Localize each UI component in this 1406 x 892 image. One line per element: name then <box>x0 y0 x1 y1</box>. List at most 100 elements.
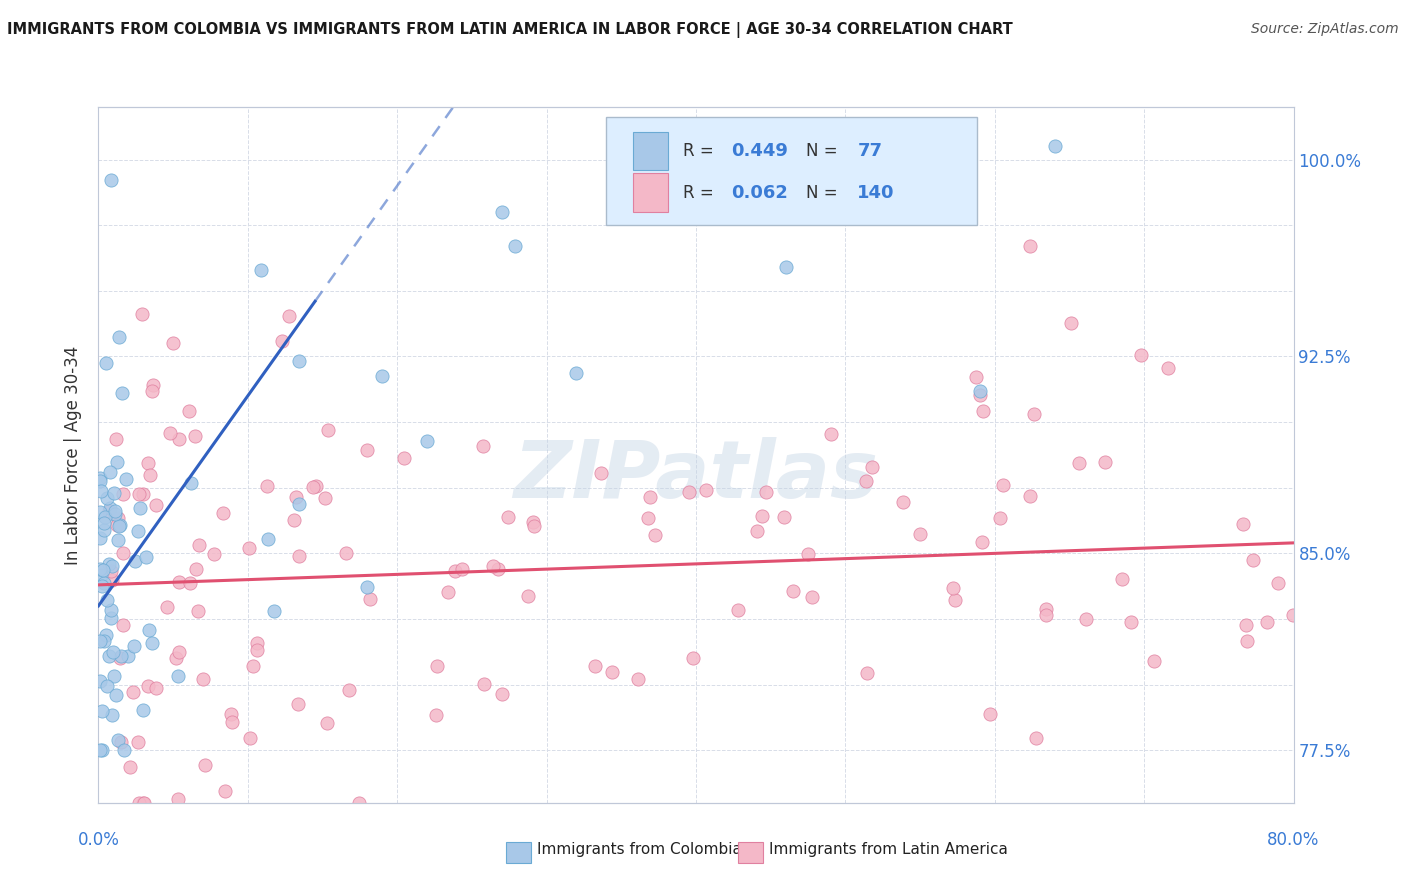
Point <box>104 432 127 446</box>
Point <box>93 633 115 648</box>
Point <box>1094 455 1116 469</box>
Point <box>162 336 184 351</box>
Text: Immigrants from Colombia: Immigrants from Colombia <box>537 842 742 856</box>
Point <box>979 707 1001 722</box>
Point <box>1267 575 1289 590</box>
Text: 140: 140 <box>858 184 894 202</box>
Point <box>100 565 122 579</box>
Point <box>644 528 666 542</box>
Point <box>637 511 659 525</box>
Point <box>124 639 146 653</box>
Point <box>304 478 326 492</box>
Point <box>97 503 120 517</box>
Point <box>583 658 606 673</box>
Point <box>117 648 139 663</box>
Point <box>820 427 842 442</box>
Point <box>128 796 150 810</box>
Point <box>100 173 122 187</box>
Point <box>107 511 129 525</box>
Point <box>128 501 150 516</box>
Point <box>184 561 207 575</box>
Point <box>1281 608 1303 623</box>
Point <box>773 509 796 524</box>
Point <box>491 687 513 701</box>
Point <box>482 558 505 573</box>
Point <box>138 679 160 693</box>
Point <box>627 672 650 686</box>
Point <box>965 370 987 384</box>
Point <box>755 484 778 499</box>
Point <box>991 478 1014 492</box>
Point <box>745 524 768 538</box>
Point <box>856 666 879 681</box>
Point <box>108 330 131 344</box>
Point <box>1019 239 1042 253</box>
Point <box>97 557 120 571</box>
Point <box>655 190 678 204</box>
Point <box>315 715 337 730</box>
Point <box>302 480 325 494</box>
Text: 0.0%: 0.0% <box>77 831 120 849</box>
Point <box>124 554 146 568</box>
Point <box>314 491 336 506</box>
Point <box>283 513 305 527</box>
Point <box>112 617 135 632</box>
Text: 0.449: 0.449 <box>731 142 787 160</box>
Point <box>202 547 225 561</box>
Point <box>242 658 264 673</box>
Point <box>100 611 122 625</box>
Point <box>97 648 120 663</box>
Point <box>96 628 118 642</box>
Point <box>107 733 129 747</box>
Point <box>491 204 513 219</box>
Point <box>1074 612 1097 626</box>
Point <box>318 423 340 437</box>
Point <box>751 509 773 524</box>
Point <box>191 672 214 686</box>
Point <box>695 483 717 497</box>
Point <box>89 531 111 545</box>
Point <box>90 567 112 582</box>
Point <box>1035 607 1057 622</box>
Point <box>1111 572 1133 586</box>
Point <box>132 486 155 500</box>
Point <box>288 498 311 512</box>
Point <box>90 484 112 499</box>
Point <box>335 546 357 560</box>
Point <box>522 515 544 529</box>
Point <box>444 564 467 578</box>
Point <box>101 573 124 587</box>
Point <box>565 366 588 380</box>
Text: ZIPatlas: ZIPatlas <box>513 437 879 515</box>
Point <box>104 507 127 521</box>
Point <box>238 541 260 556</box>
Point <box>141 636 163 650</box>
Point <box>104 504 127 518</box>
Point <box>94 509 117 524</box>
Point <box>472 439 495 453</box>
Point <box>970 535 993 549</box>
Point <box>131 796 153 810</box>
Point <box>1236 634 1258 648</box>
Point <box>89 743 111 757</box>
Point <box>127 735 149 749</box>
Point <box>103 645 125 659</box>
Point <box>523 519 546 533</box>
Point <box>359 592 381 607</box>
Point <box>135 549 157 564</box>
Point <box>1025 731 1047 745</box>
Point <box>128 487 150 501</box>
Point <box>1232 516 1254 531</box>
Point <box>141 384 163 398</box>
Point <box>860 460 883 475</box>
Point <box>356 580 378 594</box>
Point <box>90 579 112 593</box>
Point <box>1043 139 1066 153</box>
Point <box>93 576 115 591</box>
Point <box>108 651 131 665</box>
Point <box>167 432 190 446</box>
Point <box>165 650 187 665</box>
Point <box>503 238 526 252</box>
Point <box>246 636 269 650</box>
Point <box>727 603 749 617</box>
